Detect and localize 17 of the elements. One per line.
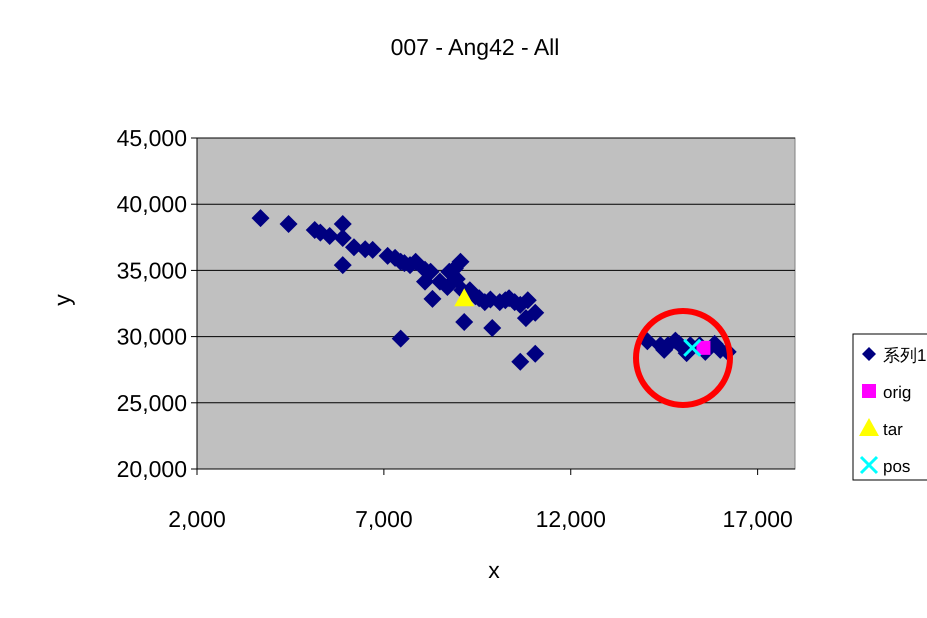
x-tick-label: 17,000 (722, 506, 793, 532)
y-tick-label: 20,000 (116, 456, 187, 482)
x-tick-label: 7,000 (355, 506, 413, 532)
y-tick-label: 25,000 (116, 390, 187, 416)
y-tick-label: 30,000 (116, 324, 187, 350)
y-axis-title: y (49, 294, 75, 306)
legend-label: pos (883, 457, 910, 476)
y-tick-label: 40,000 (116, 191, 187, 218)
chart-title: 007 - Ang42 - All (390, 34, 560, 60)
x-axis-title: x (488, 557, 500, 583)
x-tick-label: 2,000 (168, 506, 226, 532)
legend-label: tar (883, 420, 904, 439)
legend-label: orig (883, 383, 912, 402)
x-tick-label: 12,000 (536, 506, 606, 532)
y-tick-label: 45,000 (116, 125, 187, 151)
legend-label: 系列1 (883, 346, 926, 365)
y-tick-label: 35,000 (116, 257, 187, 284)
